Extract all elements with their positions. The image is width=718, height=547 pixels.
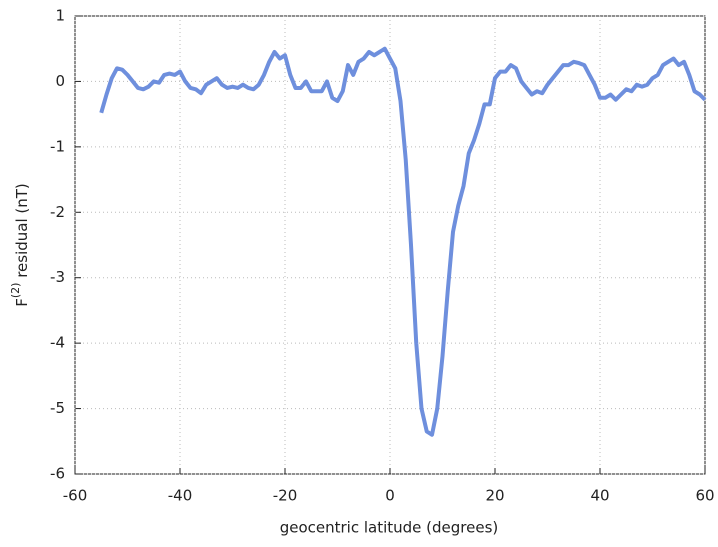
- y-label-main: F: [13, 298, 31, 307]
- x-tick-label: -40: [168, 487, 193, 505]
- y-tick-label: -5: [50, 399, 65, 417]
- x-tick-label: 60: [695, 487, 714, 505]
- x-tick-label: -20: [273, 487, 298, 505]
- data-line: [99, 46, 707, 437]
- y-tick-label: -6: [50, 465, 65, 483]
- y-tick-label: -1: [50, 137, 65, 155]
- x-tick-label: 0: [385, 487, 395, 505]
- y-tick-label: 0: [55, 72, 65, 90]
- y-tick-label: 1: [55, 7, 65, 25]
- y-tick-label: -4: [50, 334, 65, 352]
- y-tick-label: -3: [50, 268, 65, 286]
- x-tick-label: -60: [63, 487, 88, 505]
- x-tick-label: 40: [590, 487, 609, 505]
- y-label-rest: residual (nT): [13, 183, 31, 282]
- x-axis-label: geocentric latitude (degrees): [280, 519, 499, 537]
- y-label-sup: (2): [9, 283, 22, 299]
- x-tick-label: 20: [485, 487, 504, 505]
- y-axis-label: F(2) residual (nT): [9, 183, 31, 307]
- y-tick-label: -2: [50, 203, 65, 221]
